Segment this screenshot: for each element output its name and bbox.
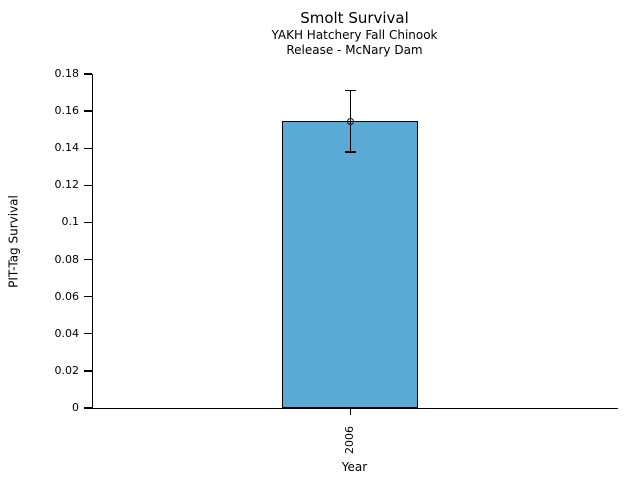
y-axis-tick-label: 0.16 xyxy=(54,104,80,118)
y-axis-tick xyxy=(84,221,92,224)
y-axis-tick-label: 0.1 xyxy=(61,215,80,229)
error-bar-cap-top xyxy=(344,89,356,92)
y-axis-tick xyxy=(84,407,92,409)
y-axis-tick-label: 0.14 xyxy=(54,141,80,155)
y-axis-tick xyxy=(84,110,92,112)
y-axis-tick-label: 0.02 xyxy=(54,363,80,377)
y-axis-tick-label: 0.18 xyxy=(54,67,80,80)
chart-subtitle-line1: YAKH Hatchery Fall Chinook xyxy=(271,27,438,42)
survival-bar xyxy=(282,121,419,408)
y-axis-tick xyxy=(84,147,92,149)
y-axis-tick-label: 0.08 xyxy=(54,252,80,266)
y-axis-tick-label: 0.12 xyxy=(54,178,80,192)
error-bar-cap-bottom xyxy=(344,151,356,153)
y-axis-tick-label: 0.04 xyxy=(54,326,80,340)
y-axis-tick xyxy=(84,295,92,298)
y-axis-tick xyxy=(84,258,92,261)
y-axis-tick xyxy=(84,333,92,335)
y-axis-tick xyxy=(84,370,92,372)
chart-subtitle-line2: Release - McNary Dam xyxy=(286,42,423,57)
y-axis-tick xyxy=(84,184,92,187)
y-axis-tick-label: 0 xyxy=(72,401,79,414)
plot-area: 0 0.02 0.04 0.06 0.08 0.1 0.12 0.14 0.16 0.18 2006 xyxy=(55,67,618,454)
chart-title: Smolt Survival xyxy=(300,9,409,27)
y-axis-label: PIT-Tag Survival xyxy=(6,195,21,288)
x-axis-tick xyxy=(349,408,351,415)
x-axis-label: Year xyxy=(341,460,368,474)
x-axis-tick-label: 2006 xyxy=(343,426,357,454)
data-point-marker xyxy=(346,117,354,125)
y-axis-tick-label: 0.06 xyxy=(54,289,80,303)
y-axis-tick xyxy=(84,73,92,75)
title-block: Smolt Survival YAKH Hatchery Fall Chinoo… xyxy=(92,9,617,58)
